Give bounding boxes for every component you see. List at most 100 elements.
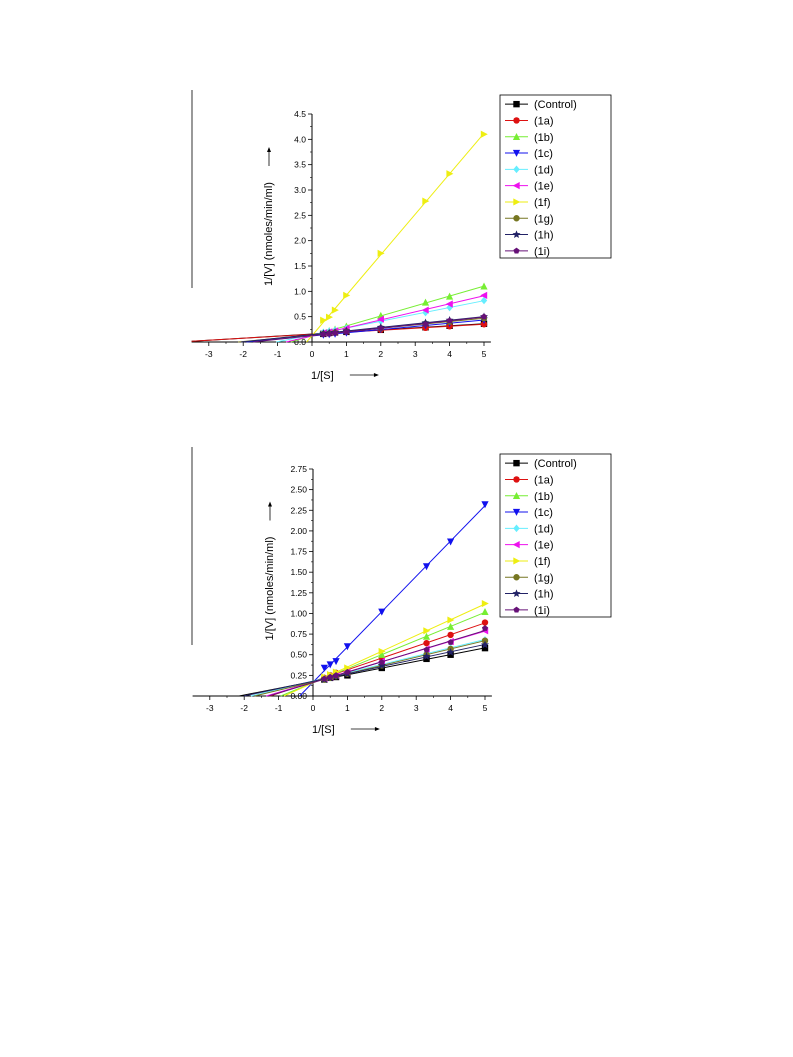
legend-label: (1e) <box>534 540 554 552</box>
legend-swatch-marker <box>513 100 520 108</box>
x-axis-label: 1/[S] <box>312 724 335 736</box>
data-point <box>480 130 488 138</box>
x-tick-label: -3 <box>205 349 213 359</box>
data-point <box>445 300 453 308</box>
legend-label: (Control) <box>534 99 577 111</box>
series-line <box>241 316 485 343</box>
y-tick-label: 0.25 <box>290 670 307 680</box>
legend-label: (1d) <box>534 523 554 535</box>
data-point <box>447 631 454 639</box>
y-tick-label: 1.0 <box>294 286 306 296</box>
legend-swatch-marker <box>512 182 520 190</box>
data-point <box>446 292 454 300</box>
data-point <box>326 313 333 321</box>
legend-swatch-marker <box>513 247 520 254</box>
legend-entry: (1i) <box>505 246 550 258</box>
data-point <box>333 672 340 678</box>
legend-label: (1g) <box>534 572 554 584</box>
legend-label: (1d) <box>534 164 554 176</box>
legend-entry: (1f) <box>505 197 551 209</box>
legend-swatch-marker <box>512 132 521 140</box>
y-tick-label: 2.5 <box>294 210 306 220</box>
legend-swatch-marker <box>513 198 521 206</box>
data-point <box>378 647 386 656</box>
legend-entry: (1b) <box>505 132 554 144</box>
data-point <box>344 668 351 675</box>
x-tick-label: 3 <box>413 349 418 359</box>
data-point <box>447 651 454 658</box>
legend-swatch-marker <box>513 459 520 467</box>
data-point <box>331 306 339 314</box>
legend-label: (1h) <box>534 230 554 242</box>
data-point <box>447 639 454 645</box>
legend: (Control) (1a) (1b) (1c) (1d) (1e) (1f) (1g) (1h… <box>499 453 612 618</box>
legend-swatch-marker <box>513 606 520 613</box>
data-point <box>446 317 453 324</box>
series-line <box>253 316 485 343</box>
legend-swatch-marker <box>513 165 520 174</box>
data-point <box>447 538 455 546</box>
y-tick-label: 0.0 <box>294 337 306 347</box>
x-tick-label: -3 <box>206 703 214 713</box>
x-tick-label: 5 <box>482 349 487 359</box>
legend-entry: (1h) <box>505 230 554 242</box>
data-point <box>327 673 334 680</box>
x-tick-label: 1 <box>344 349 349 359</box>
y-axis-label: 1/[V] (nmoles/min/ml) <box>264 537 276 641</box>
data-point <box>422 652 431 660</box>
y-tick-label: 1.50 <box>290 567 307 577</box>
x-axis-arrowhead <box>373 373 379 377</box>
y-tick-label: 2.0 <box>294 236 306 246</box>
legend: (Control) (1a) (1b) (1c) (1d) (1e) (1f) (1g) (1h… <box>499 94 612 259</box>
legend-swatch-marker <box>512 491 521 499</box>
data-point <box>480 296 488 305</box>
data-point <box>481 644 489 652</box>
data-point <box>423 627 431 635</box>
data-point <box>480 313 488 320</box>
x-tick-label: 2 <box>378 349 383 359</box>
series-9 <box>253 313 488 343</box>
legend-entry: (1d) <box>505 164 554 176</box>
data-point <box>481 640 489 649</box>
x-axis-arrowhead <box>374 727 380 731</box>
series-line <box>254 640 486 697</box>
x-tick-label: -1 <box>274 349 282 359</box>
legend-label: (Control) <box>534 458 577 470</box>
x-tick-label: 0 <box>311 703 316 713</box>
y-tick-label: 1.5 <box>294 261 306 271</box>
legend-entry: (1h) <box>505 589 554 601</box>
legend-swatch-marker <box>513 215 520 222</box>
data-point <box>378 650 386 658</box>
data-point <box>423 646 430 653</box>
x-tick-label: 3 <box>414 703 419 713</box>
data-point <box>421 298 430 306</box>
legend-label: (1h) <box>534 589 554 601</box>
legend-swatch-marker <box>512 541 520 549</box>
data-point <box>422 632 431 640</box>
y-tick-label: 2.75 <box>290 464 307 474</box>
series-6 <box>306 130 488 343</box>
data-point <box>446 170 454 178</box>
data-point <box>421 306 429 314</box>
legend-entry: (1b) <box>505 491 554 503</box>
y-tick-label: 3.0 <box>294 185 306 195</box>
series-line <box>268 630 486 697</box>
x-tick-label: 2 <box>379 703 384 713</box>
legend-entry: (1c) <box>505 148 553 160</box>
data-point <box>447 616 455 624</box>
data-point <box>446 648 455 656</box>
y-tick-label: 3.5 <box>294 160 306 170</box>
data-point <box>378 608 386 616</box>
y-axis-label: 1/[V] (nmoles/min/ml) <box>263 182 275 286</box>
legend-label: (1a) <box>534 115 554 127</box>
data-point <box>422 563 431 571</box>
legend-label: (1g) <box>534 213 554 225</box>
data-point <box>326 661 334 669</box>
legend-entry: (1a) <box>505 115 554 127</box>
legend-entry: (Control) <box>505 458 577 470</box>
y-tick-label: 1.00 <box>290 608 307 618</box>
data-point <box>423 639 430 647</box>
x-tick-label: 4 <box>447 349 452 359</box>
data-point <box>343 328 350 335</box>
